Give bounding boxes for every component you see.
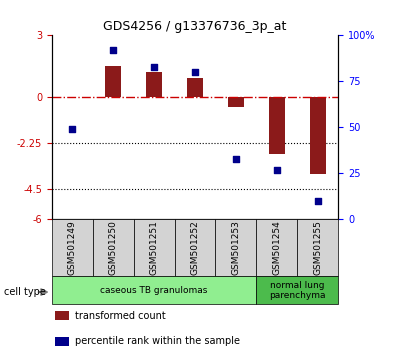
Point <box>69 126 75 132</box>
Text: GSM501252: GSM501252 <box>191 221 199 275</box>
FancyBboxPatch shape <box>134 219 175 276</box>
Point <box>192 69 198 75</box>
Bar <box>146 72 162 97</box>
Text: GSM501255: GSM501255 <box>313 220 322 275</box>
Text: transformed count: transformed count <box>76 311 166 321</box>
Bar <box>187 78 203 97</box>
Text: normal lung
parenchyma: normal lung parenchyma <box>269 281 326 300</box>
Text: GSM501251: GSM501251 <box>150 220 158 275</box>
FancyBboxPatch shape <box>256 219 297 276</box>
Text: cell type: cell type <box>4 287 46 297</box>
Bar <box>55 337 69 346</box>
Point <box>274 167 280 173</box>
Bar <box>228 97 244 107</box>
Text: percentile rank within the sample: percentile rank within the sample <box>76 336 240 346</box>
FancyBboxPatch shape <box>93 219 134 276</box>
Point <box>151 64 157 69</box>
Text: GSM501249: GSM501249 <box>68 221 77 275</box>
Text: GSM501254: GSM501254 <box>272 221 281 275</box>
Bar <box>105 66 121 97</box>
FancyBboxPatch shape <box>215 219 256 276</box>
Point <box>233 156 239 161</box>
FancyBboxPatch shape <box>52 276 256 304</box>
FancyBboxPatch shape <box>297 219 338 276</box>
Bar <box>269 97 285 154</box>
Point <box>110 47 116 53</box>
FancyBboxPatch shape <box>52 219 93 276</box>
Bar <box>55 311 69 320</box>
Text: caseous TB granulomas: caseous TB granulomas <box>100 286 208 295</box>
Text: GSM501253: GSM501253 <box>232 220 240 275</box>
Title: GDS4256 / g13376736_3p_at: GDS4256 / g13376736_3p_at <box>103 20 287 33</box>
Bar <box>310 97 326 175</box>
FancyBboxPatch shape <box>175 219 215 276</box>
Text: GSM501250: GSM501250 <box>109 220 118 275</box>
Point <box>315 198 321 204</box>
FancyBboxPatch shape <box>256 276 338 304</box>
